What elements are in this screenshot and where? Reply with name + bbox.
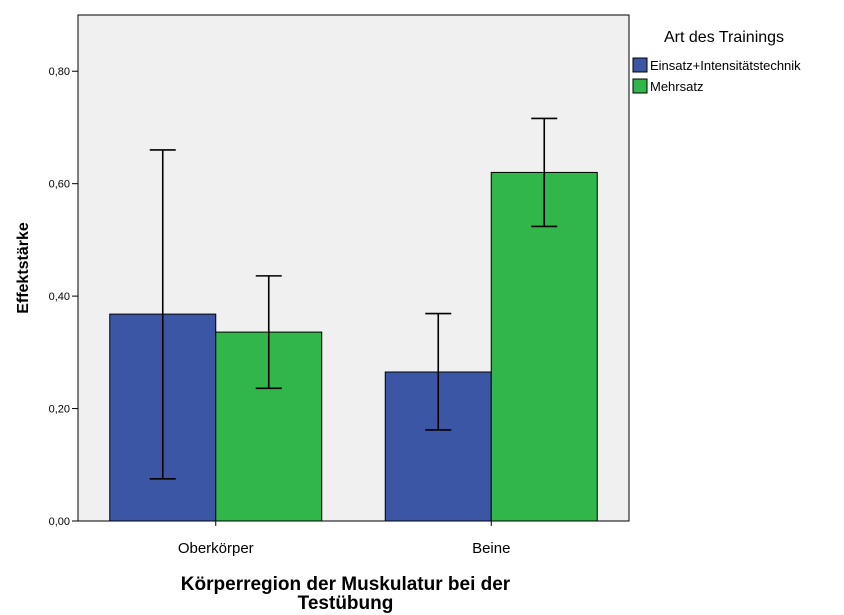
legend-label-0: Einsatz+Intensitätstechnik bbox=[650, 58, 801, 73]
y-axis-title: Effektstärke bbox=[15, 222, 32, 314]
legend-swatch-0 bbox=[632, 57, 648, 73]
legend: Art des Trainings Einsatz+Intensitätstec… bbox=[632, 29, 801, 94]
y-tick-label: 0,80 bbox=[49, 66, 70, 78]
y-tick-label: 0,40 bbox=[49, 291, 70, 303]
x-tick-label: Oberkörper bbox=[178, 540, 254, 557]
legend-title: Art des Trainings bbox=[664, 29, 784, 46]
y-tick-label: 0,20 bbox=[49, 404, 70, 416]
error-bars-group bbox=[149, 117, 558, 480]
x-axis: Oberkörper Beine bbox=[178, 521, 510, 557]
x-axis-title-line-2: Testübung bbox=[298, 593, 394, 614]
y-axis: 0,00 0,20 0,40 0,60 0,80 bbox=[49, 66, 78, 528]
legend-label-1: Mehrsatz bbox=[650, 79, 703, 94]
bar-1-1 bbox=[490, 171, 598, 522]
legend-swatch-1 bbox=[632, 78, 648, 94]
y-tick-label: 0,60 bbox=[49, 179, 70, 191]
x-axis-title-line-1: Körperregion der Muskulatur bei der bbox=[181, 574, 511, 595]
x-tick-label: Beine bbox=[472, 540, 510, 557]
y-tick-label: 0,00 bbox=[49, 516, 70, 528]
